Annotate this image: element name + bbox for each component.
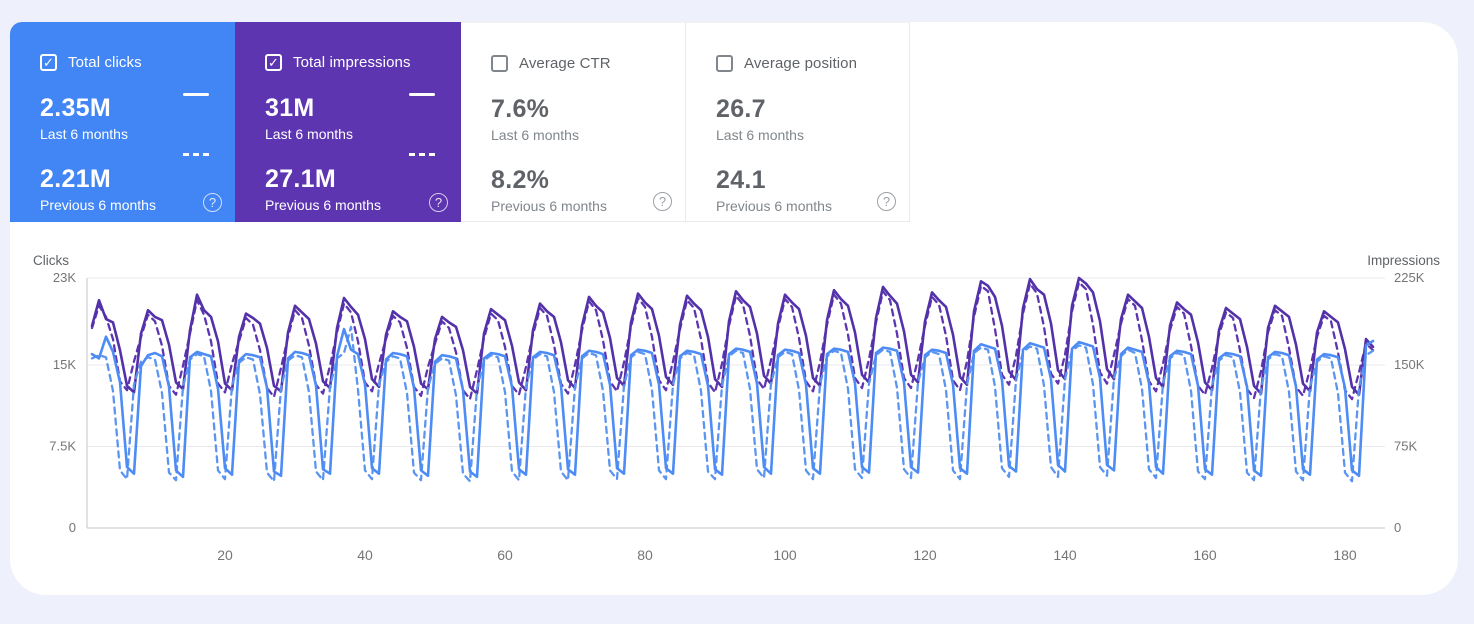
average-position-checkbox[interactable] (716, 54, 733, 72)
dashed-line-legend-icon (183, 153, 209, 156)
total-impressions-current-label: Last 6 months (265, 126, 353, 142)
help-icon[interactable]: ? (877, 192, 896, 211)
average-position-label: Average position (744, 54, 858, 72)
series-impressions_current[interactable] (90, 276, 1375, 397)
series-clicks_previous[interactable] (90, 325, 1375, 483)
help-icon[interactable]: ? (429, 193, 448, 212)
total-impressions-previous-value: 27.1M (265, 165, 336, 193)
dashed-line-legend-icon (409, 153, 435, 156)
x-tick-label: 60 (497, 547, 513, 563)
total-clicks-card[interactable]: ✓ Total clicks 2.35M Last 6 months 2.21M… (10, 22, 235, 222)
total-clicks-current-value: 2.35M (40, 94, 111, 122)
average-position-card[interactable]: Average position 26.7 Last 6 months 24.1… (685, 22, 910, 222)
x-tick-label: 80 (637, 547, 653, 563)
total-impressions-card[interactable]: ✓ Total impressions 31M Last 6 months 27… (235, 22, 461, 222)
x-tick-label: 20 (217, 547, 233, 563)
y-right-tick-label: 225K (1394, 270, 1425, 285)
average-ctr-label: Average CTR (519, 54, 611, 72)
right-axis-title: Impressions (1367, 253, 1440, 268)
average-ctr-current-value: 7.6% (491, 95, 550, 123)
total-impressions-checkbox[interactable]: ✓ (265, 53, 282, 71)
average-ctr-checkbox[interactable] (491, 54, 508, 72)
help-icon[interactable]: ? (653, 192, 672, 211)
total-clicks-current-label: Last 6 months (40, 126, 128, 142)
x-tick-label: 160 (1193, 547, 1217, 563)
x-tick-label: 140 (1053, 547, 1077, 563)
total-clicks-previous-value: 2.21M (40, 165, 111, 193)
x-tick-label: 100 (773, 547, 797, 563)
y-left-tick-label: 7.5K (49, 438, 76, 453)
x-tick-label: 180 (1333, 547, 1357, 563)
metric-cards: ✓ Total clicks 2.35M Last 6 months 2.21M… (10, 22, 910, 222)
help-icon[interactable]: ? (203, 193, 222, 212)
series-clicks_current[interactable] (90, 327, 1375, 479)
y-left-tick-label: 15K (53, 357, 76, 372)
average-position-previous-value: 24.1 (716, 166, 766, 194)
solid-line-legend-icon (183, 93, 209, 96)
y-right-tick-label: 75K (1394, 438, 1417, 453)
total-impressions-previous-label: Previous 6 months (265, 197, 381, 213)
x-tick-label: 120 (913, 547, 937, 563)
average-ctr-previous-label: Previous 6 months (491, 198, 607, 214)
average-position-previous-label: Previous 6 months (716, 198, 832, 214)
total-impressions-label: Total impressions (293, 53, 411, 71)
total-clicks-checkbox[interactable]: ✓ (40, 53, 57, 71)
total-impressions-current-value: 31M (265, 94, 315, 122)
average-ctr-previous-value: 8.2% (491, 166, 550, 194)
left-axis-title: Clicks (33, 253, 69, 268)
average-position-current-value: 26.7 (716, 95, 766, 123)
series-impressions_previous[interactable] (90, 281, 1375, 401)
total-clicks-previous-label: Previous 6 months (40, 197, 156, 213)
average-ctr-card[interactable]: Average CTR 7.6% Last 6 months 8.2% Prev… (461, 22, 685, 222)
solid-line-legend-icon (409, 93, 435, 96)
y-right-tick-label: 150K (1394, 357, 1425, 372)
total-clicks-label: Total clicks (68, 53, 142, 71)
y-left-tick-label: 0 (69, 520, 76, 535)
y-right-tick-label: 0 (1394, 520, 1401, 535)
x-tick-label: 40 (357, 547, 373, 563)
average-position-current-label: Last 6 months (716, 127, 804, 143)
average-ctr-current-label: Last 6 months (491, 127, 579, 143)
y-left-tick-label: 23K (53, 270, 76, 285)
